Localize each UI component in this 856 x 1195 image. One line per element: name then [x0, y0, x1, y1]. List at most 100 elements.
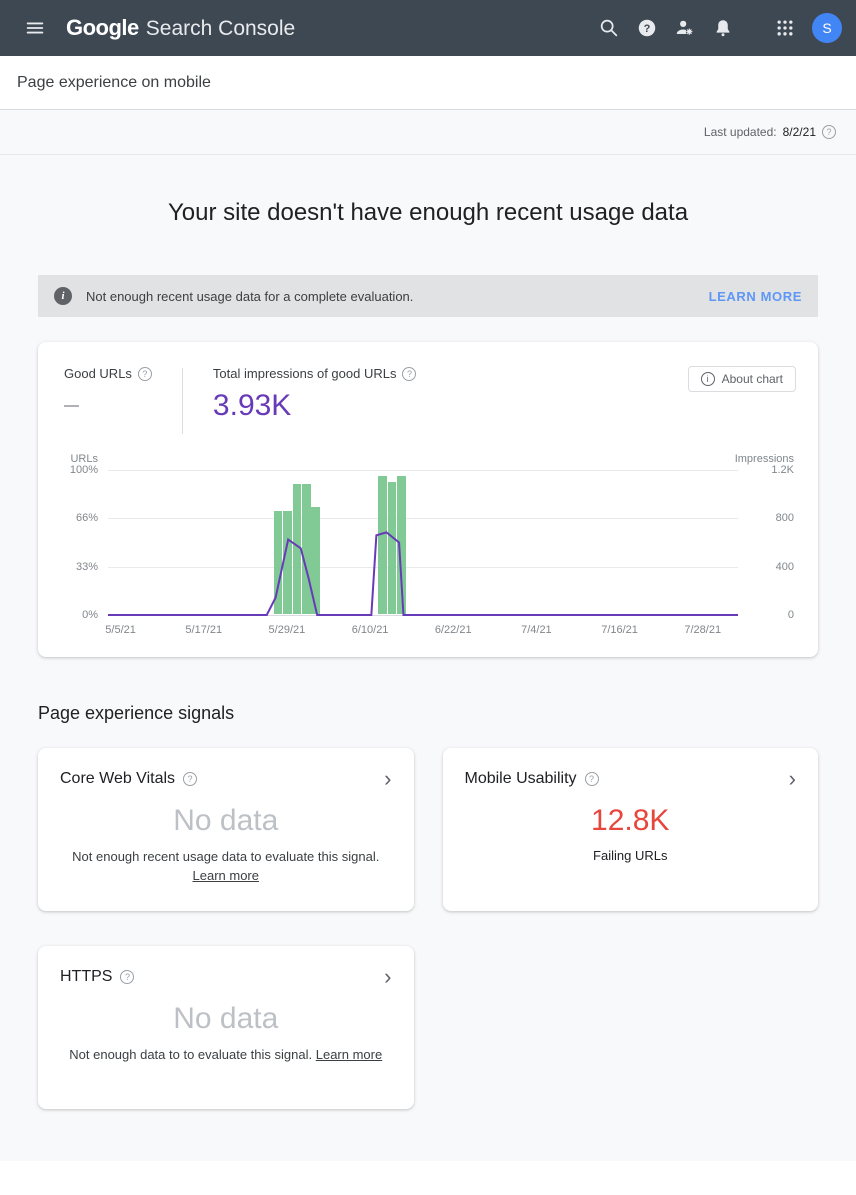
logo-product-name: Search Console: [145, 17, 296, 40]
gridline: [108, 470, 738, 471]
svg-text:?: ?: [644, 23, 651, 35]
learn-more-button[interactable]: LEARN MORE: [708, 288, 802, 304]
help-button[interactable]: ?: [628, 9, 666, 47]
plot-wrap: 5/5/21 5/17/21 5/29/21 6/10/21 6/22/21 7/4/21…: [105, 470, 738, 641]
x-tick-label: 5/5/21: [105, 624, 136, 636]
chart-card: Good URLs ? — Total impressions of good …: [38, 342, 818, 657]
info-banner: i Not enough recent usage data for a com…: [38, 275, 818, 317]
https-header[interactable]: HTTPS ? ›: [60, 966, 392, 988]
https-help-icon[interactable]: ?: [120, 970, 135, 984]
about-chart-button[interactable]: i About chart: [687, 366, 796, 392]
impressions-help-icon[interactable]: ?: [402, 366, 417, 381]
bell-icon: [712, 17, 734, 39]
good-urls-value: —: [64, 397, 79, 414]
chart-bar: [302, 483, 311, 614]
x-tick-label: 7/16/21: [601, 624, 638, 636]
signals-grid: Core Web Vitals ? › No data Not enough r…: [38, 748, 818, 1109]
mobile-usability-title: Mobile Usability: [464, 770, 577, 787]
good-urls-label-row: Good URLs ?: [64, 366, 152, 381]
mobile-usability-body: 12.8K Failing URLs: [465, 804, 797, 863]
https-value: No data: [173, 1002, 279, 1035]
gridline: [108, 518, 738, 520]
menu-button[interactable]: [16, 9, 54, 47]
signals-heading: Page experience signals: [38, 703, 235, 723]
about-chart-info-icon: i: [700, 372, 715, 386]
https-learn-more-link[interactable]: Learn more: [315, 1047, 383, 1062]
chart-bar: [292, 483, 302, 614]
metric-divider: [181, 368, 183, 434]
help-icon: ?: [636, 17, 658, 39]
y-axis-right: Impressions 1.2K 800 400 0: [735, 453, 796, 621]
good-urls-metric: Good URLs ? —: [64, 366, 152, 414]
mobile-usability-card: Mobile Usability ? › 12.8K Failing URLs: [442, 748, 818, 911]
y-tick-label: 0: [787, 609, 794, 621]
x-tick-label: 7/4/21: [521, 624, 552, 636]
x-tick-label: 5/17/21: [185, 624, 223, 636]
mobile-usability-value: 12.8K: [591, 804, 670, 837]
chart-bar: [283, 511, 292, 614]
core-web-vitals-header[interactable]: Core Web Vitals ? ›: [60, 768, 392, 790]
y-axis-left-title: URLs: [70, 453, 98, 465]
y-axis-right-title: Impressions: [734, 453, 794, 465]
appbar: Google Search Console ?: [0, 0, 856, 56]
page-title: Page experience on mobile: [17, 73, 211, 91]
banner-message: Not enough recent usage data for a compl…: [86, 288, 414, 304]
account-avatar[interactable]: S: [812, 13, 842, 43]
about-chart-label: About chart: [721, 372, 783, 386]
chevron-right-icon[interactable]: ›: [788, 766, 796, 791]
product-logo[interactable]: Google Search Console: [66, 15, 295, 41]
y-tick-label: 66%: [75, 512, 98, 525]
core-web-vitals-desc: Not enough recent usage data to evaluate…: [60, 848, 392, 886]
impressions-line: [108, 470, 738, 615]
search-icon: [598, 17, 620, 39]
chart-bar: [311, 506, 321, 614]
chart-bar: [273, 511, 283, 614]
x-tick-label: 6/22/21: [434, 624, 472, 636]
impressions-value: 3.93K: [212, 389, 292, 422]
chevron-right-icon[interactable]: ›: [384, 766, 392, 791]
core-web-vitals-card: Core Web Vitals ? › No data Not enough r…: [38, 748, 414, 911]
y-tick-label: 100%: [69, 464, 98, 476]
mobile-usability-help-icon[interactable]: ?: [584, 772, 599, 786]
y-tick-label: 1.2K: [771, 464, 794, 476]
hamburger-icon: [24, 17, 46, 39]
appbar-actions: ? S: [590, 9, 842, 47]
x-tick-label: 6/10/21: [351, 624, 389, 636]
core-web-vitals-learn-more-link[interactable]: Learn more: [192, 867, 259, 883]
impressions-label-row: Total impressions of good URLs ?: [213, 366, 417, 381]
good-urls-help-icon[interactable]: ?: [137, 366, 152, 381]
mobile-usability-caption: Failing URLs: [593, 848, 668, 863]
apps-grid-icon: [775, 18, 795, 38]
y-tick-label: 0%: [82, 609, 98, 621]
breadcrumb-bar: Page experience on mobile: [0, 56, 856, 110]
info-icon: i: [54, 287, 72, 305]
https-desc: Not enough data to to evaluate this sign…: [60, 1046, 392, 1065]
manage-users-button[interactable]: [666, 9, 704, 47]
x-tick-label: 5/29/21: [268, 624, 306, 636]
y-axis-left: URLs 100% 66% 33% 0%: [60, 453, 108, 621]
https-body: No data Not enough data to to evaluate t…: [60, 1002, 392, 1065]
chevron-right-icon[interactable]: ›: [384, 964, 392, 989]
google-apps-button[interactable]: [766, 9, 804, 47]
chart-bar: [397, 476, 406, 614]
search-button[interactable]: [590, 9, 628, 47]
y-tick-label: 800: [775, 512, 794, 525]
x-axis: 5/5/21 5/17/21 5/29/21 6/10/21 6/22/21 7/4/21…: [105, 615, 738, 641]
gridline: [108, 566, 738, 568]
chart-bar: [378, 476, 387, 614]
last-updated-help-icon[interactable]: ?: [822, 125, 836, 139]
core-web-vitals-help-icon[interactable]: ?: [183, 772, 198, 786]
chart-plot: [108, 470, 738, 616]
page-headline: Your site doesn't have enough recent usa…: [167, 199, 689, 226]
last-updated-label: Last updated:: [703, 125, 777, 139]
x-tick-label: 7/28/21: [684, 624, 722, 636]
core-web-vitals-title: Core Web Vitals: [60, 770, 176, 787]
mobile-usability-header[interactable]: Mobile Usability ? ›: [465, 768, 797, 790]
good-urls-label: Good URLs: [64, 366, 132, 381]
last-updated-row: Last updated: 8/2/21 ?: [0, 110, 856, 155]
notifications-button[interactable]: [704, 9, 742, 47]
chart-bar: [387, 482, 397, 614]
https-title: HTTPS: [60, 968, 113, 985]
y-tick-label: 400: [775, 560, 794, 573]
core-web-vitals-body: No data Not enough recent usage data to …: [60, 804, 392, 886]
